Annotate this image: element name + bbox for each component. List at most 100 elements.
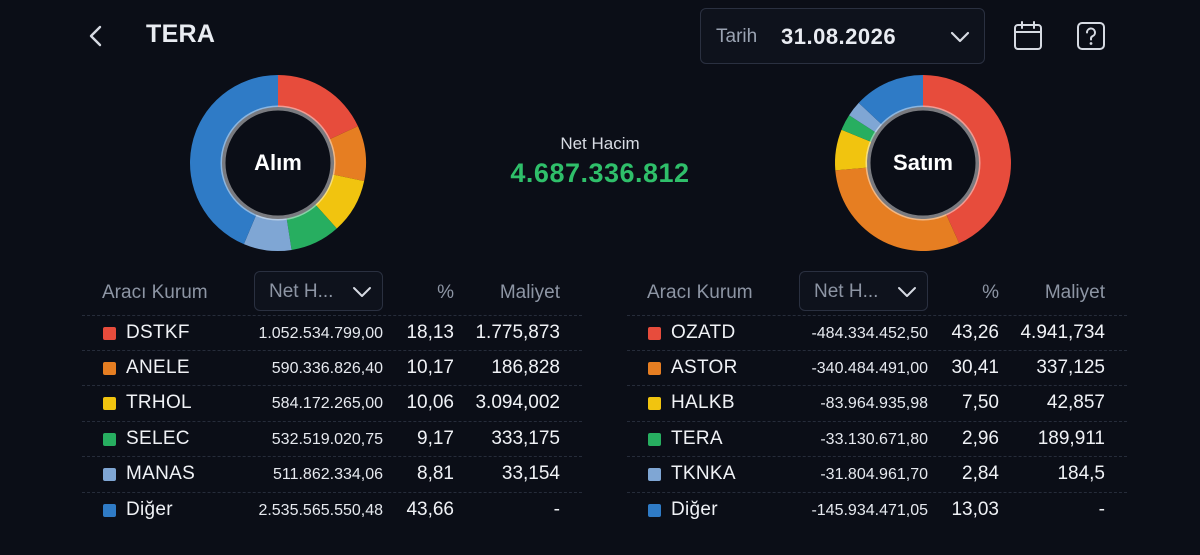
table-row[interactable]: HALKB -83.964.935,98 7,50 42,857: [627, 386, 1127, 422]
broker-name: Diğer: [671, 498, 718, 520]
chevron-down-icon: [950, 31, 970, 43]
donut-slice-tknka: [849, 102, 883, 133]
percent-value: 2,96: [962, 427, 999, 449]
cost-value: 42,857: [1046, 392, 1105, 414]
net-volume: -83.964.935,98: [820, 395, 928, 413]
percent-value: 18,13: [406, 322, 454, 343]
percent-value: 43,26: [951, 322, 999, 343]
table-row[interactable]: Diğer -145.934.471,05 13,03 -: [627, 493, 1127, 529]
table-row[interactable]: ANELE 590.336.826,40 10,17 186,828: [82, 351, 582, 387]
page-title: TERA: [146, 20, 216, 48]
net-volume: -31.804.961,70: [820, 466, 928, 484]
donut-slice-tera: [841, 115, 876, 142]
buy-donut-svg: [189, 75, 366, 251]
net-volume: -33.130.671,80: [820, 430, 928, 448]
percent-value: 10,17: [406, 356, 454, 378]
broker-name: ANELE: [126, 356, 190, 378]
net-volume: -484.334.452,50: [811, 325, 928, 342]
net-volume: 2.535.565.550,48: [258, 501, 383, 519]
color-swatch: [103, 503, 116, 517]
table-row[interactable]: SELEC 532.519.020,75 9,17 333,175: [82, 422, 582, 458]
date-value: 31.08.2026: [781, 24, 897, 49]
color-swatch: [648, 468, 661, 482]
percent-column-header: %: [437, 282, 454, 303]
net-volume: 590.336.826,40: [271, 359, 383, 377]
broker-name: HALKB: [671, 392, 735, 414]
header-bar: TERA Tarih 31.08.2026: [0, 0, 1200, 72]
donut-slice-ozatd: [923, 75, 1011, 244]
net-volume: -340.484.491,00: [811, 359, 928, 377]
help-button[interactable]: [1075, 20, 1107, 52]
donut-slice-astor: [835, 167, 960, 251]
color-swatch: [648, 397, 661, 411]
cost-value: 189,911: [1037, 427, 1105, 449]
color-swatch: [103, 397, 116, 411]
color-swatch: [648, 503, 661, 517]
buy-table-body: DSTKF 1.052.534.799,00 18,13 1.775,873 ANEL…: [82, 315, 582, 529]
cost-column-header: Maliyet: [499, 282, 560, 303]
sell-table: Aracı Kurum Net H... % Maliyet OZATD -484…: [627, 270, 1127, 529]
cost-value: 4.941,734: [1020, 322, 1105, 343]
sell-donut-svg: [835, 75, 1011, 251]
calendar-icon: [1014, 21, 1042, 50]
broker-name: TKNKA: [671, 463, 736, 485]
net-volume: 584.172.265,00: [271, 395, 383, 413]
cost-value: 337,125: [1036, 356, 1105, 378]
net-volume: 532.519.020,75: [271, 430, 383, 448]
chevron-down-icon: [898, 287, 916, 297]
color-swatch: [648, 361, 661, 375]
table-row[interactable]: MANAS 511.862.334,06 8,81 33,154: [82, 457, 582, 493]
cost-value: 186,828: [491, 356, 560, 378]
calendar-button[interactable]: [1012, 20, 1044, 52]
buy-chart-label: Alım: [254, 150, 302, 175]
help-icon: [1077, 22, 1105, 50]
percent-value: 9,17: [417, 427, 454, 449]
date-selector[interactable]: Tarih 31.08.2026: [700, 8, 985, 64]
donut-slice-halkb: [835, 129, 872, 171]
sell-table-header: Aracı Kurum Net H... % Maliyet: [627, 270, 1127, 314]
sell-donut-chart: Satım: [833, 73, 1013, 253]
buy-table-header: Aracı Kurum Net H... % Maliyet: [82, 270, 582, 314]
cost-value: -: [1098, 498, 1105, 520]
table-row[interactable]: ASTOR -340.484.491,00 30,41 337,125: [627, 351, 1127, 387]
table-row[interactable]: DSTKF 1.052.534.799,00 18,13 1.775,873: [82, 315, 582, 351]
donut-slice-diğer: [189, 75, 278, 245]
percent-value: 13,03: [951, 498, 999, 520]
cost-value: -: [553, 498, 560, 520]
table-row[interactable]: Diğer 2.535.565.550,48 43,66 -: [82, 493, 582, 529]
color-swatch: [648, 327, 661, 340]
donut-slice-anele: [328, 126, 366, 182]
net-volume: 1.052.534.799,00: [258, 325, 383, 342]
donut-inner-ring: [865, 105, 981, 221]
color-swatch: [103, 361, 116, 375]
net-volume-label: Net Hacim: [560, 134, 640, 153]
donut-hole: [226, 111, 330, 215]
chevron-left-icon: [89, 25, 102, 47]
donut-inner-ring: [220, 105, 336, 221]
donut-slice-manas: [243, 214, 292, 251]
cost-value: 3.094,002: [475, 392, 560, 414]
percent-value: 7,50: [962, 392, 999, 414]
sell-volume-column-select[interactable]: Net H...: [799, 271, 928, 311]
table-row[interactable]: TRHOL 584.172.265,00 10,06 3.094,002: [82, 386, 582, 422]
table-row[interactable]: TERA -33.130.671,80 2,96 189,911: [627, 422, 1127, 458]
table-row[interactable]: OZATD -484.334.452,50 43,26 4.941,734: [627, 315, 1127, 351]
volume-select-label: Net H...: [814, 281, 879, 302]
buy-table: Aracı Kurum Net H... % Maliyet DSTKF 1.05…: [82, 270, 582, 529]
donut-slice-trhol: [315, 174, 365, 229]
date-label: Tarih: [716, 26, 758, 47]
percent-value: 30,41: [951, 356, 999, 378]
broker-column-header: Aracı Kurum: [647, 282, 753, 303]
back-button[interactable]: [82, 20, 112, 52]
broker-column-header: Aracı Kurum: [102, 282, 208, 303]
percent-value: 10,06: [406, 392, 454, 414]
table-row[interactable]: TKNKA -31.804.961,70 2,84 184,5: [627, 457, 1127, 493]
percent-value: 2,84: [962, 463, 999, 485]
buy-volume-column-select[interactable]: Net H...: [254, 271, 383, 311]
broker-name: Diğer: [126, 498, 173, 520]
sell-chart-label: Satım: [893, 150, 953, 175]
color-swatch: [648, 432, 661, 446]
percent-column-header: %: [982, 282, 999, 303]
buy-donut-chart: Alım: [188, 73, 368, 253]
broker-name: DSTKF: [126, 322, 190, 343]
